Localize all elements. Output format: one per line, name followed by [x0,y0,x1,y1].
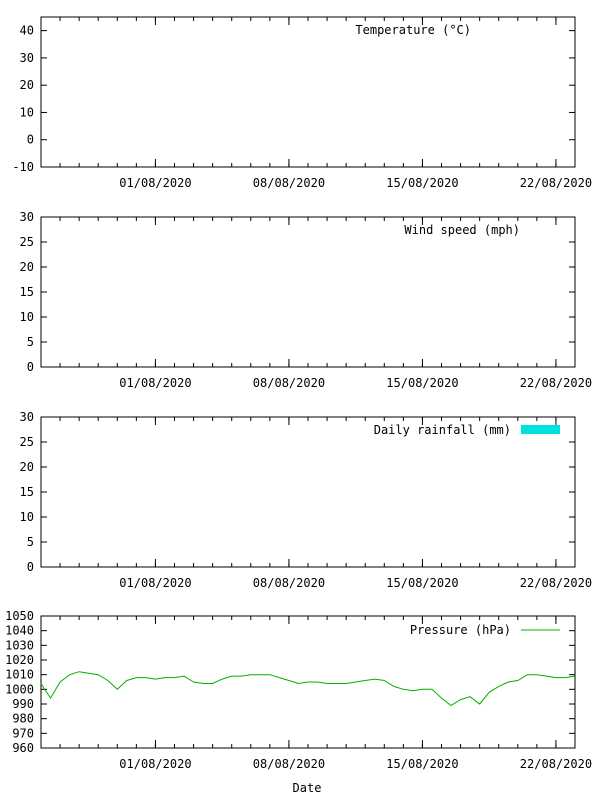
temperature-frame [40,16,576,168]
temperature-ytick-label: -10 [12,160,34,174]
temperature-ytick-label: 20 [20,78,34,92]
temperature-ytick-label: 30 [20,51,34,65]
wind-ytick-label: 15 [20,285,34,299]
temperature-xtick-label: 22/08/2020 [520,176,592,190]
wind-xtick-label: 01/08/2020 [119,376,191,390]
wind-xtick-label: 22/08/2020 [520,376,592,390]
wind-panel: Wind speed (mph) 0 5 10 15 20 25 30 01/08/2020 0… [20,210,593,390]
wind-xtick-label: 15/08/2020 [386,376,458,390]
rainfall-frame [40,416,576,568]
rainfall-ytick-label: 20 [20,460,34,474]
rainfall-ytick-label: 25 [20,435,34,449]
rainfall-ytick-label: 5 [27,535,34,549]
wind-ytick-label: 5 [27,335,34,349]
pressure-panel: Pressure (hPa) 9609709809901000101010201… [5,609,592,771]
temperature-xtick-label: 08/08/2020 [253,176,325,190]
temperature-ytick-label: 10 [20,105,34,119]
pressure-ytick-label: 1020 [5,653,34,667]
rainfall-ytick-label: 15 [20,485,34,499]
temperature-xtick-label: 01/08/2020 [119,176,191,190]
temperature-xtick-label: 15/08/2020 [386,176,458,190]
x-axis-label: Date [293,781,322,795]
temperature-legend: Temperature (°C) [355,23,471,37]
pressure-xtick-label: 22/08/2020 [520,757,592,771]
wind-frame [40,216,576,368]
rainfall-legend-swatch [521,425,560,434]
rainfall-xtick-label: 01/08/2020 [119,576,191,590]
wind-ytick-label: 25 [20,235,34,249]
pressure-xtick-label: 08/08/2020 [253,757,325,771]
pressure-ytick-label: 960 [12,741,34,755]
wind-ytick-label: 20 [20,260,34,274]
pressure-legend: Pressure (hPa) [410,623,511,637]
pressure-series-line [40,671,576,707]
pressure-ytick-label: 1040 [5,624,34,638]
pressure-ytick-label: 990 [12,697,34,711]
pressure-ytick-label: 1000 [5,682,34,696]
pressure-ytick-label: 970 [12,726,34,740]
pressure-ytick-label: 1010 [5,668,34,682]
rainfall-ytick-label: 30 [20,410,34,424]
wind-legend: Wind speed (mph) [404,223,520,237]
rainfall-xtick-label: 08/08/2020 [253,576,325,590]
temperature-ytick-label: 40 [20,24,34,38]
wind-ytick-label: 10 [20,310,34,324]
wind-ytick-label: 0 [27,360,34,374]
pressure-xtick-label: 15/08/2020 [386,757,458,771]
rainfall-legend: Daily rainfall (mm) [374,423,511,437]
rainfall-ytick-label: 10 [20,510,34,524]
temperature-ytick-label: 0 [27,133,34,147]
temperature-panel: Temperature (°C) -10 0 10 20 30 40 01/08/2020 0… [12,16,592,190]
wind-xtick-label: 08/08/2020 [253,376,325,390]
pressure-ytick-label: 980 [12,712,34,726]
wind-ytick-label: 30 [20,210,34,224]
pressure-ytick-label: 1050 [5,609,34,623]
pressure-xtick-label: 01/08/2020 [119,757,191,771]
rainfall-panel: Daily rainfall (mm) 0 5 10 15 20 25 30 01/08/20… [20,410,593,590]
rainfall-xtick-label: 15/08/2020 [386,576,458,590]
rainfall-ytick-label: 0 [27,560,34,574]
pressure-ytick-label: 1030 [5,638,34,652]
rainfall-xtick-label: 22/08/2020 [520,576,592,590]
